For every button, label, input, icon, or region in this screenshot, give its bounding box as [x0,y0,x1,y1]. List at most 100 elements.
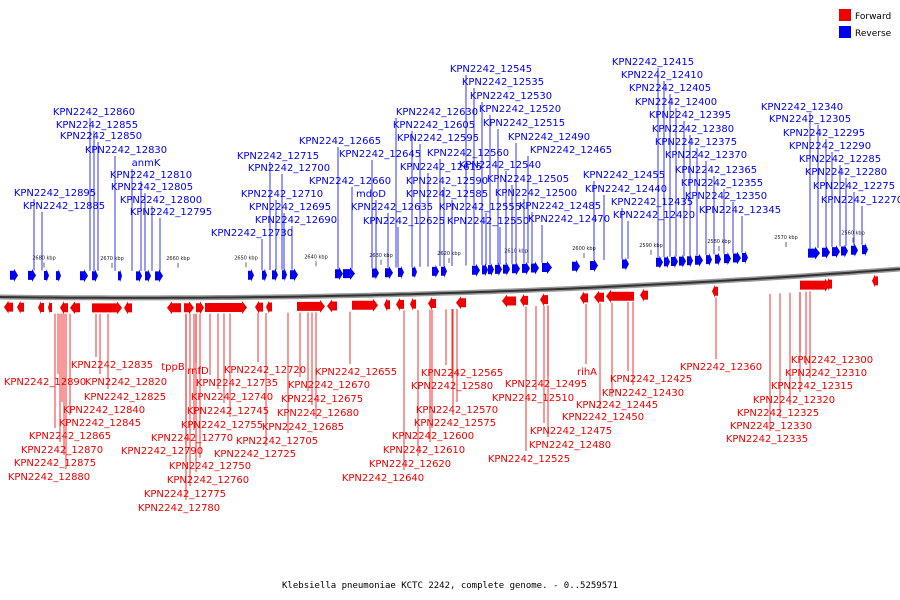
reverse-gene-arrow [248,268,254,282]
reverse-gene-label: KPN2242_12595 [397,133,479,144]
reverse-gene-arrow [290,268,298,282]
reverse-gene-arrow [282,268,287,282]
reverse-gene-label: KPN2242_12710 [241,189,323,200]
legend-swatch-forward [839,9,851,21]
reverse-gene-label: KPN2242_12500 [495,188,577,199]
forward-gene-arrow [297,299,325,313]
forward-gene-label: KPN2242_12475 [530,426,612,437]
reverse-gene-arrow [398,265,404,279]
reverse-gene-arrow [372,266,379,280]
forward-gene-label: KPN2242_12670 [288,380,370,391]
forward-gene-arrow [196,301,204,315]
forward-gene-arrow [17,300,24,314]
axis-tick-label: 2630 kbp [369,253,393,259]
legend-reverse-label: Reverse [855,29,892,39]
reverse-gene-arrow [724,252,731,266]
forward-gene-label: KPN2242_12640 [342,473,424,484]
forward-gene-arrow [327,299,337,313]
reverse-gene-label: KPN2242_12545 [450,64,532,75]
axis-tick-label: 2660 kbp [166,256,190,262]
forward-gene-arrow [580,291,588,305]
forward-gene-label: KPN2242_12720 [224,365,306,376]
reverse-gene-label: KPN2242_12400 [635,97,717,108]
reverse-gene-label: KPN2242_12275 [813,181,895,192]
axis-tick-label: 2620 kbp [437,251,461,257]
reverse-gene-arrow [687,254,693,268]
reverse-gene-arrow [733,251,741,265]
reverse-gene-label: KPN2242_12455 [583,170,665,181]
axis-tick-label: 2590 kbp [639,243,663,249]
forward-gene-label: KPN2242_12600 [392,431,474,442]
reverse-gene-arrow [671,255,678,268]
forward-gene-label: KPN2242_12880 [8,472,90,483]
forward-gene-label: KPN2242_12495 [505,379,587,390]
reverse-gene-label: KPN2242_12585 [406,189,488,200]
reverse-gene-label: KPN2242_12615 [400,162,482,173]
reverse-gene-arrow [862,243,868,257]
axis-tick-label: 2670 kbp [100,256,124,262]
reverse-gene-label: KPN2242_12850 [60,131,142,142]
reverse-gene-label: KPN2242_12490 [508,132,590,143]
reverse-gene-label: KPN2242_12405 [629,83,711,94]
forward-gene-label: KPN2242_12705 [236,436,318,447]
reverse-gene-label: KPN2242_12380 [652,124,734,135]
forward-gene-label: KPN2242_12825 [84,392,166,403]
reverse-gene-label: KPN2242_12550 [447,216,529,227]
reverse-gene-label: KPN2242_12895 [14,188,96,199]
forward-gene-arrow [826,277,832,291]
reverse-gene-arrow [262,268,267,282]
reverse-gene-label: KPN2242_12505 [487,174,569,185]
reverse-gene-arrow [706,253,712,267]
reverse-gene-label: KPN2242_12810 [110,170,192,181]
reverse-gene-label: KPN2242_12560 [427,148,509,159]
reverse-gene-arrow [432,264,439,278]
reverse-gene-label: KPN2242_12420 [613,210,695,221]
forward-gene-label: KPN2242_12890 [4,377,86,388]
reverse-gene-label: KPN2242_12695 [249,202,331,213]
reverse-gene-arrow [590,259,598,272]
forward-gene-label: KPN2242_12675 [281,394,363,405]
forward-gene-label: KPN2242_12750 [169,461,251,472]
forward-gene-arrow [124,301,132,315]
reverse-gene-arrow [822,245,830,259]
forward-gene-label: KPN2242_12725 [214,449,296,460]
forward-gene-label: KPN2242_12445 [576,400,658,411]
forward-gene-label: KPN2242_12360 [680,362,762,373]
reverse-gene-label: KPN2242_12410 [621,70,703,81]
forward-gene-label: KPN2242_12580 [411,381,493,392]
reverse-gene-label: KPN2242_12540 [459,160,541,171]
forward-gene-label: KPN2242_12315 [771,381,853,392]
reverse-gene-label: KPN2242_12295 [783,128,865,139]
reverse-gene-label: KPN2242_12605 [393,120,475,131]
reverse-gene-label: mdoD [356,189,386,200]
forward-gene-arrow [352,298,378,312]
reverse-gene-arrow [441,264,447,278]
axis-tick-label: 2650 kbp [234,255,258,261]
reverse-gene-arrow [145,269,151,283]
forward-gene-label: KPN2242_12770 [151,433,233,444]
forward-gene-label: KPN2242_12510 [492,393,574,404]
axis-ticks: 2680 kbp 2670 kbp 2660 kbp 2650 kbp 2640 kbp… [32,230,865,268]
reverse-gene-label: KPN2242_12645 [339,149,421,160]
forward-gene-arrow [60,301,68,315]
reverse-gene-arrow [56,269,61,283]
reverse-gene-label: KPN2242_12350 [685,191,767,202]
forward-gene-arrow [396,297,404,311]
forward-gene-label: KPN2242_12565 [421,368,503,379]
reverse-gene-label: anmK [132,158,161,169]
reverse-gene-label: KPN2242_12830 [85,145,167,156]
reverse-gene-label: KPN2242_12485 [519,201,601,212]
forward-gene-arrow [48,301,52,314]
forward-gene-arrow [872,274,878,288]
axis-tick-label: 2640 kbp [304,254,328,260]
forward-gene-label: KPN2242_12450 [562,412,644,423]
axis-tick-label: 2600 kbp [572,246,596,252]
reverse-gene-arrow [118,269,122,283]
reverse-gene-label: KPN2242_12660 [309,176,391,187]
forward-gene-label: KPN2242_12620 [369,459,451,470]
forward-gene-arrow [640,288,648,302]
reverse-gene-label: KPN2242_12715 [237,151,319,162]
reverse-gene-arrow [656,255,663,269]
